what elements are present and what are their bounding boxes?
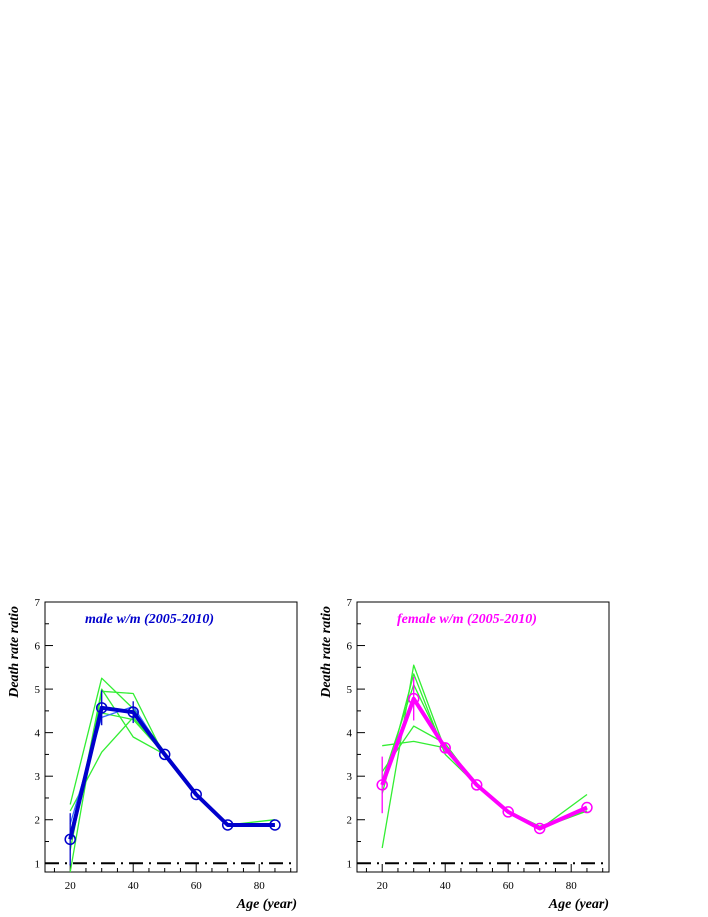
plot-frame — [44, 601, 298, 873]
y-tick-label: 2 — [347, 815, 353, 827]
x-tick-label: 20 — [377, 880, 389, 892]
y-axis-label: Death rate ratio — [319, 606, 334, 699]
data-point — [533, 822, 546, 835]
y-tick-label: 7 — [35, 597, 41, 609]
y-tick-label: 6 — [347, 641, 353, 653]
plot-frame — [356, 601, 610, 873]
x-axis-label: Age (year) — [548, 897, 609, 912]
y-tick-label: 5 — [35, 684, 41, 696]
chart-title: male w/m (2005-2010) — [85, 612, 214, 627]
chart-title: female w/m (2005-2010) — [397, 612, 537, 627]
data-point — [64, 833, 76, 846]
year-series-line — [69, 712, 275, 833]
y-tick-label: 3 — [35, 771, 41, 783]
data-point — [407, 692, 420, 705]
y-tick-label: 5 — [347, 684, 353, 696]
data-point — [95, 702, 108, 714]
y-tick-label: 1 — [347, 858, 353, 870]
y-tick-label: 7 — [347, 597, 353, 609]
mean-series-line — [68, 705, 275, 840]
data-point — [581, 801, 593, 814]
data-point — [376, 779, 388, 791]
data-point — [439, 742, 451, 754]
y-axis-label: Death rate ratio — [7, 606, 22, 699]
data-point — [158, 748, 171, 761]
x-tick-label: 20 — [65, 880, 77, 892]
y-tick-label: 1 — [35, 858, 41, 870]
y-tick-label: 2 — [35, 815, 41, 827]
y-tick-label: 3 — [347, 771, 353, 783]
x-axis-label: Age (year) — [236, 897, 297, 912]
x-tick-label: 60 — [191, 880, 203, 892]
data-point — [221, 819, 234, 831]
year-series-line — [69, 677, 275, 827]
x-tick-label: 80 — [566, 880, 578, 892]
data-point — [470, 779, 483, 791]
y-tick-label: 4 — [347, 728, 353, 740]
data-point — [190, 788, 202, 801]
mean-series-line — [380, 696, 588, 831]
x-tick-label: 40 — [440, 880, 452, 892]
x-tick-label: 40 — [128, 880, 140, 892]
x-tick-label: 80 — [254, 880, 266, 892]
y-tick-label: 4 — [35, 728, 41, 740]
year-series-line — [382, 740, 588, 827]
y-tick-label: 6 — [35, 641, 41, 653]
chart-panel-1: 1 2 3 4 5 6 7 20 40 60 80 male w/m (2005-2010) Age (… — [7, 597, 298, 912]
x-tick-label: 60 — [503, 880, 515, 892]
data-point — [502, 806, 514, 818]
year-series-line — [69, 716, 275, 827]
data-point — [269, 819, 281, 831]
chart-panel-2: 1 2 3 4 5 6 7 20 40 60 80 female w/m (2005-2010) Age… — [319, 597, 610, 912]
data-point — [127, 706, 139, 718]
